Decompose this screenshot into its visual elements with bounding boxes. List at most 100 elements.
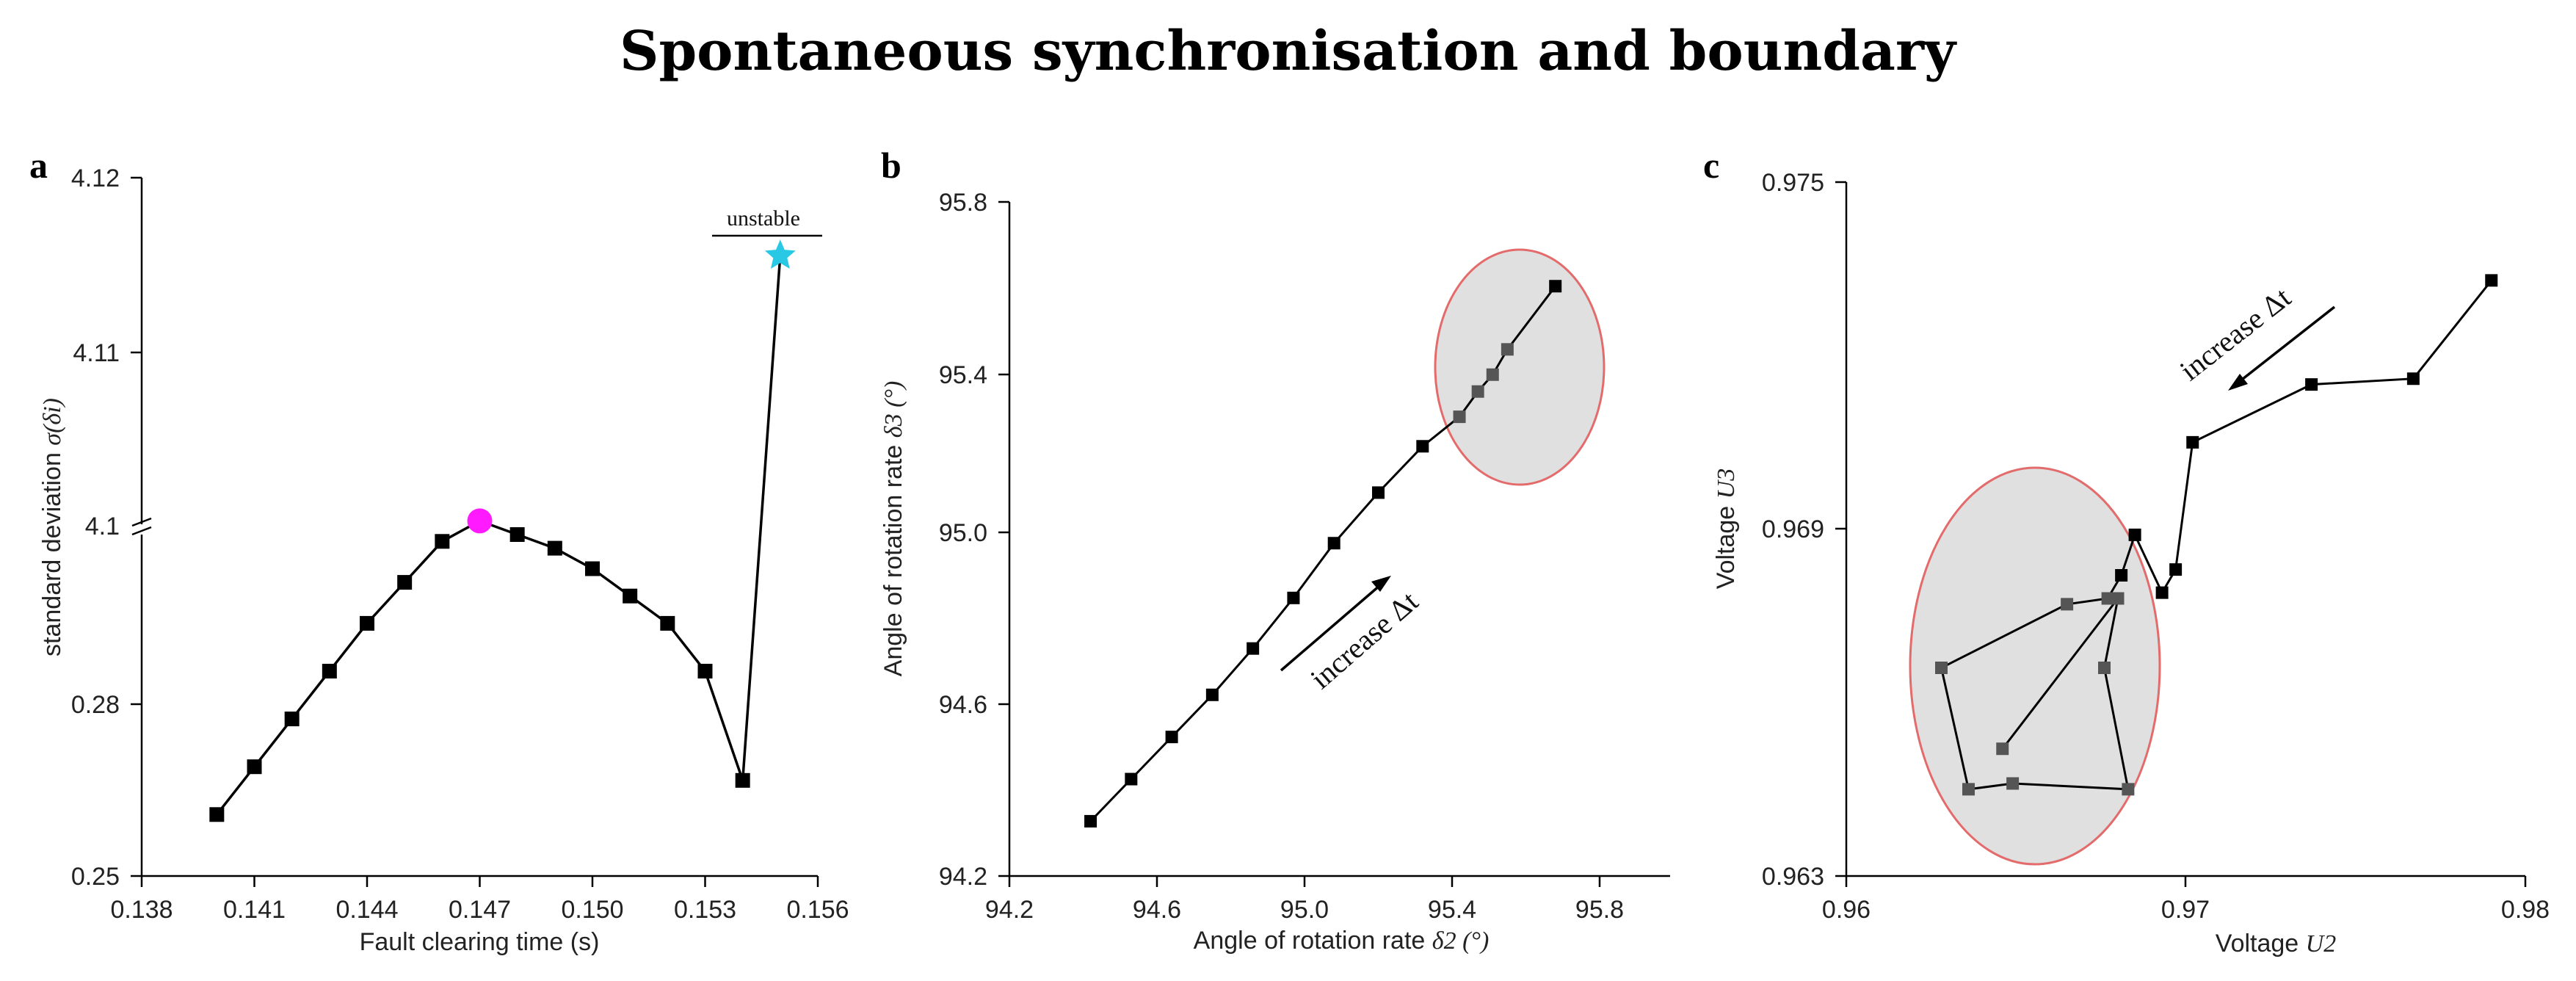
panel-a-unstable-star [764,239,796,269]
panel-a: a 0.138 0.141 0.144 0.147 0.150 0.153 0.… [29,145,849,956]
panel-b-point [1471,385,1484,398]
y-tick-label: 95.8 [939,189,987,217]
panel-b-point [1084,814,1097,828]
panel-c-point [2305,378,2318,391]
x-tick-label: 95.0 [1280,896,1329,924]
panel-c-point [2406,372,2420,385]
panel-c-annotation: increase Δt [2174,280,2297,387]
panel-a-point [322,664,337,678]
panel-a-peak-point [467,508,493,534]
y-tick-label: 0.28 [71,691,120,719]
y-tick-label: 0.25 [71,863,120,891]
x-tick-label: 0.150 [561,896,623,924]
panel-b-annotation: increase Δt [1304,584,1424,695]
panel-c-point [2111,592,2125,605]
x-tick-label: 95.8 [1575,896,1624,924]
panel-a-point [209,807,225,822]
y-label-symbol: σ(δi) [39,398,66,446]
panel-c-point [2115,569,2128,582]
figure-title: Spontaneous synchronisation and boundary [620,20,1957,83]
x-tick-label: 0.141 [223,896,286,924]
y-tick-label: 95.4 [939,361,987,389]
panel-c-point [2485,274,2498,287]
x-tick-label: 0.156 [786,896,849,924]
panel-a-axis-break-mark [131,517,152,536]
x-tick-label: 0.98 [2501,896,2550,924]
panel-b-x-label: Angle of rotation rate δ2 (°) [1194,927,1490,955]
panel-a-point [735,772,750,788]
panel-c-point [1935,662,1948,674]
panel-b: b 94.2 94.6 95.0 95.4 95.8 94.2 94.6 95.… [879,145,1670,955]
panel-c-y-ticks: 0.963 0.969 0.975 [1762,169,1846,891]
x-label-prefix: Angle of rotation rate [1194,927,1432,955]
y-label-prefix: Voltage [1712,499,1740,589]
panel-c-point [1962,783,1975,796]
x-tick-label: 0.147 [449,896,511,924]
x-label-prefix: Voltage [2216,930,2306,958]
panel-c-point [2101,592,2114,605]
x-tick-label: 0.96 [1822,896,1871,924]
y-tick-label: 94.6 [939,691,987,719]
panel-c-point [2006,777,2020,790]
panel-a-point [397,575,413,590]
x-tick-label: 0.144 [335,896,398,924]
panel-b-point [1247,642,1260,655]
panel-b-point [1416,440,1429,453]
y-label-symbol: U3 [1713,468,1740,499]
panel-b-y-label: Angle of rotation rate δ3 (°) [879,381,907,677]
panel-c-point [2122,783,2135,796]
panel-c-point [1996,742,2009,756]
panel-b-letter: b [881,145,901,186]
increase-arrow [2228,305,2336,391]
panel-b-point [1287,591,1300,604]
panel-c: c 0.96 0.97 0.98 0.963 0.969 0.975 Volta… [1703,145,2550,958]
panel-a-point [660,615,675,631]
panel-b-point [1486,368,1499,381]
y-tick-label: 4.11 [73,339,120,367]
x-label-symbol: U2 [2306,930,2337,958]
panel-b-highlight-ellipse [1434,248,1606,486]
x-tick-label: 95.4 [1428,896,1476,924]
y-tick-label: 4.12 [71,164,120,192]
panel-c-point [2155,586,2169,599]
panel-c-y-label: Voltage U3 [1712,468,1740,589]
panel-b-point [1549,280,1562,293]
panel-a-y-label: standard deviation σ(δi) [38,398,66,656]
panel-a-markers [209,239,796,822]
arrow-head [2228,374,2248,391]
x-label-symbol: δ2 (°) [1432,927,1490,955]
x-tick-label: 0.153 [674,896,736,924]
panel-c-highlight-ellipse [1909,466,2161,866]
y-label-prefix: standard deviation [38,446,66,656]
increase-arrow [1280,576,1391,672]
y-tick-label: 0.975 [1762,169,1824,197]
panel-a-point [547,540,562,556]
panel-a-letter: a [29,145,48,186]
panel-a-y-ticks: 0.25 0.28 4.1 4.11 4.12 [71,164,142,891]
arrow-shaft [1280,584,1382,672]
y-label-prefix: Angle of rotation rate [879,438,907,676]
panel-b-point [1125,772,1138,786]
panel-a-point [435,534,450,549]
panel-c-x-ticks: 0.96 0.97 0.98 [1822,876,2550,924]
panel-b-point [1165,731,1178,744]
x-tick-label: 94.2 [985,896,1034,924]
panel-c-point [2186,435,2199,449]
y-tick-label: 0.969 [1762,515,1824,543]
panel-a-point [360,615,374,631]
y-tick-label: 95.0 [939,519,987,547]
panel-a-point [623,588,638,604]
panel-c-point [2169,563,2183,576]
panel-a-series-line [215,256,782,816]
panel-a-point [284,712,300,727]
panel-a-x-label: Fault clearing time (s) [360,928,600,956]
x-tick-label: 0.97 [2161,896,2210,924]
panel-b-point [1501,343,1514,356]
panel-a-point [247,759,262,775]
panel-c-markers [1935,274,2498,796]
panel-c-point [2098,662,2111,674]
panel-b-point [1327,537,1340,550]
panel-b-point [1372,486,1385,499]
y-tick-label: 94.2 [939,863,987,891]
